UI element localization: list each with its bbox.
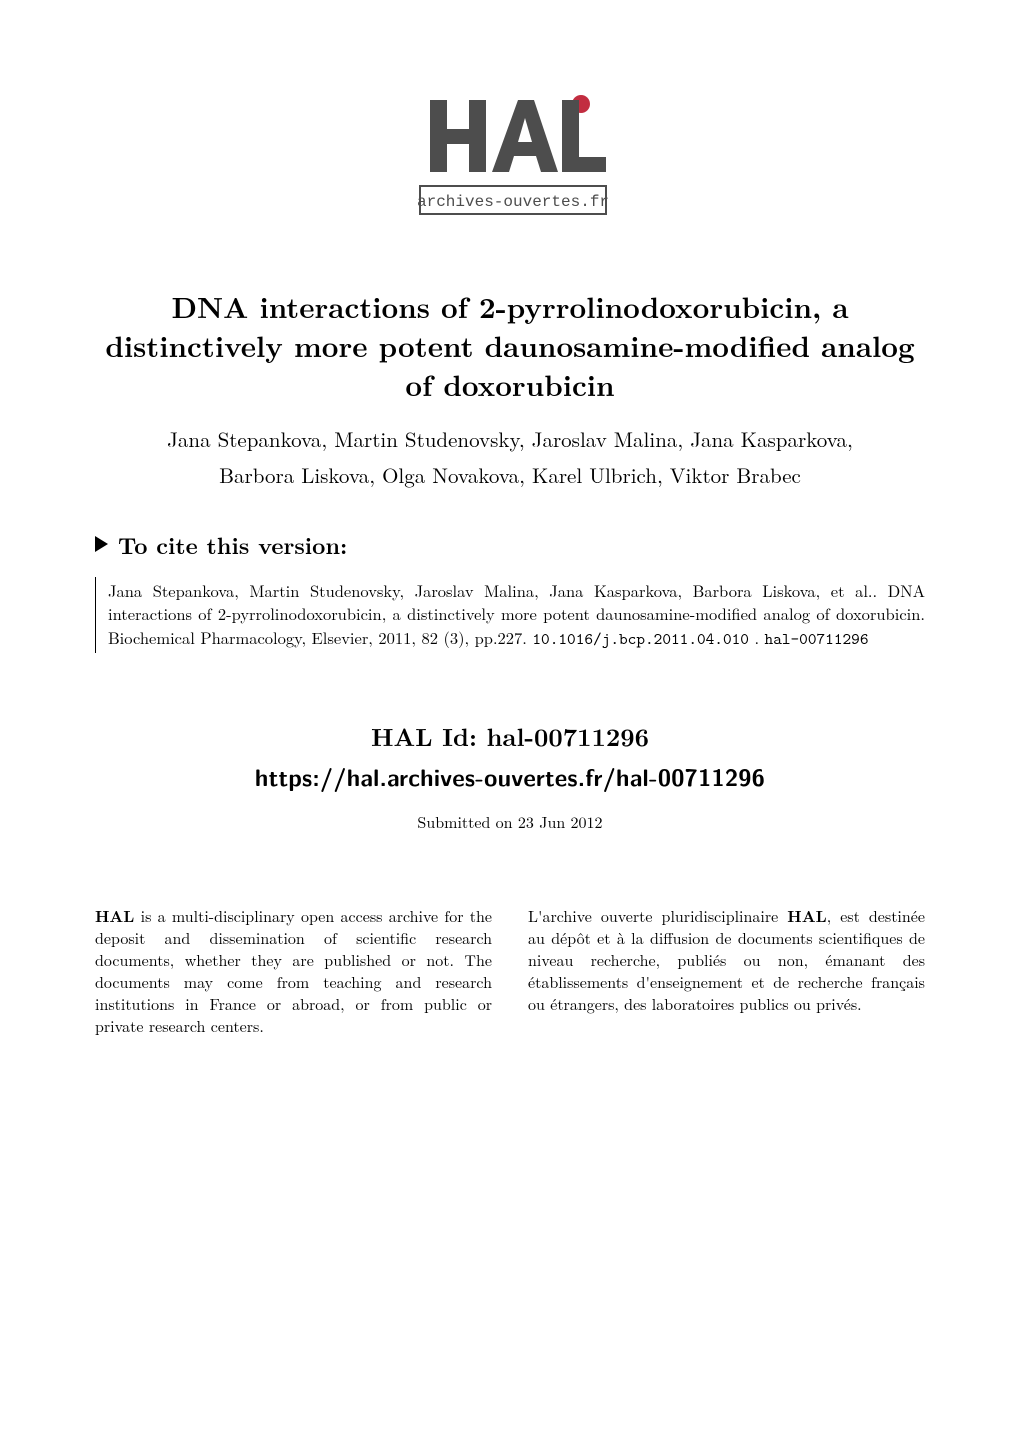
description-columns: HAL is a multi-disciplinary open access … <box>95 905 925 1037</box>
triangle-right-icon <box>95 536 108 552</box>
hal-url-line: https://hal.archives-ouvertes.fr/hal-007… <box>95 760 925 794</box>
cite-heading: To cite this version: <box>95 528 925 561</box>
title-line-2: distinctively more potent daunosamine-mo… <box>105 324 914 366</box>
paper-title: DNA interactions of 2-pyrrolinodoxorubic… <box>105 287 915 404</box>
desc-en-text: is a multi-disciplinary open access arch… <box>95 904 492 1037</box>
title-line-1: DNA interactions of 2-pyrrolinodoxorubic… <box>171 285 848 327</box>
title-line-3: of doxorubicin <box>405 363 614 405</box>
cite-body: Jana Stepankova, Martin Studenovsky, Jar… <box>95 577 925 653</box>
cite-doi: 10.1016/j.bcp.2011.04.010 <box>532 628 749 650</box>
hal-bold-fr: HAL <box>787 904 826 927</box>
submitted-date: Submitted on 23 Jun 2012 <box>95 810 925 833</box>
authors-line-2: Barbora Liskova, Olga Novakova, Karel Ul… <box>219 460 801 490</box>
description-col-fr: L'archive ouverte pluridisciplinaire HAL… <box>528 905 925 1037</box>
cite-hal-id: hal-00711296 <box>765 628 869 650</box>
cite-heading-text: To cite this version: <box>118 528 347 561</box>
hal-bold-en: HAL <box>95 904 134 927</box>
authors-line-1: Jana Stepankova, Martin Studenovsky, Jar… <box>167 424 853 454</box>
hal-logo: archives-ouvertes.fr <box>95 90 925 227</box>
hal-logo-svg: archives-ouvertes.fr <box>400 90 620 222</box>
hal-id-line: HAL Id: hal-00711296 <box>95 719 925 754</box>
description-col-en: HAL is a multi-disciplinary open access … <box>95 905 492 1037</box>
hal-reference: HAL Id: hal-00711296 https://hal.archive… <box>95 719 925 794</box>
authors: Jana Stepankova, Martin Studenovsky, Jar… <box>125 422 895 493</box>
cite-block: To cite this version: Jana Stepankova, M… <box>95 528 925 653</box>
cite-text-2: . <box>749 625 765 649</box>
hal-logo-subtext: archives-ouvertes.fr <box>417 193 609 211</box>
desc-fr-pre: L'archive ouverte pluridisciplinaire <box>528 904 787 927</box>
